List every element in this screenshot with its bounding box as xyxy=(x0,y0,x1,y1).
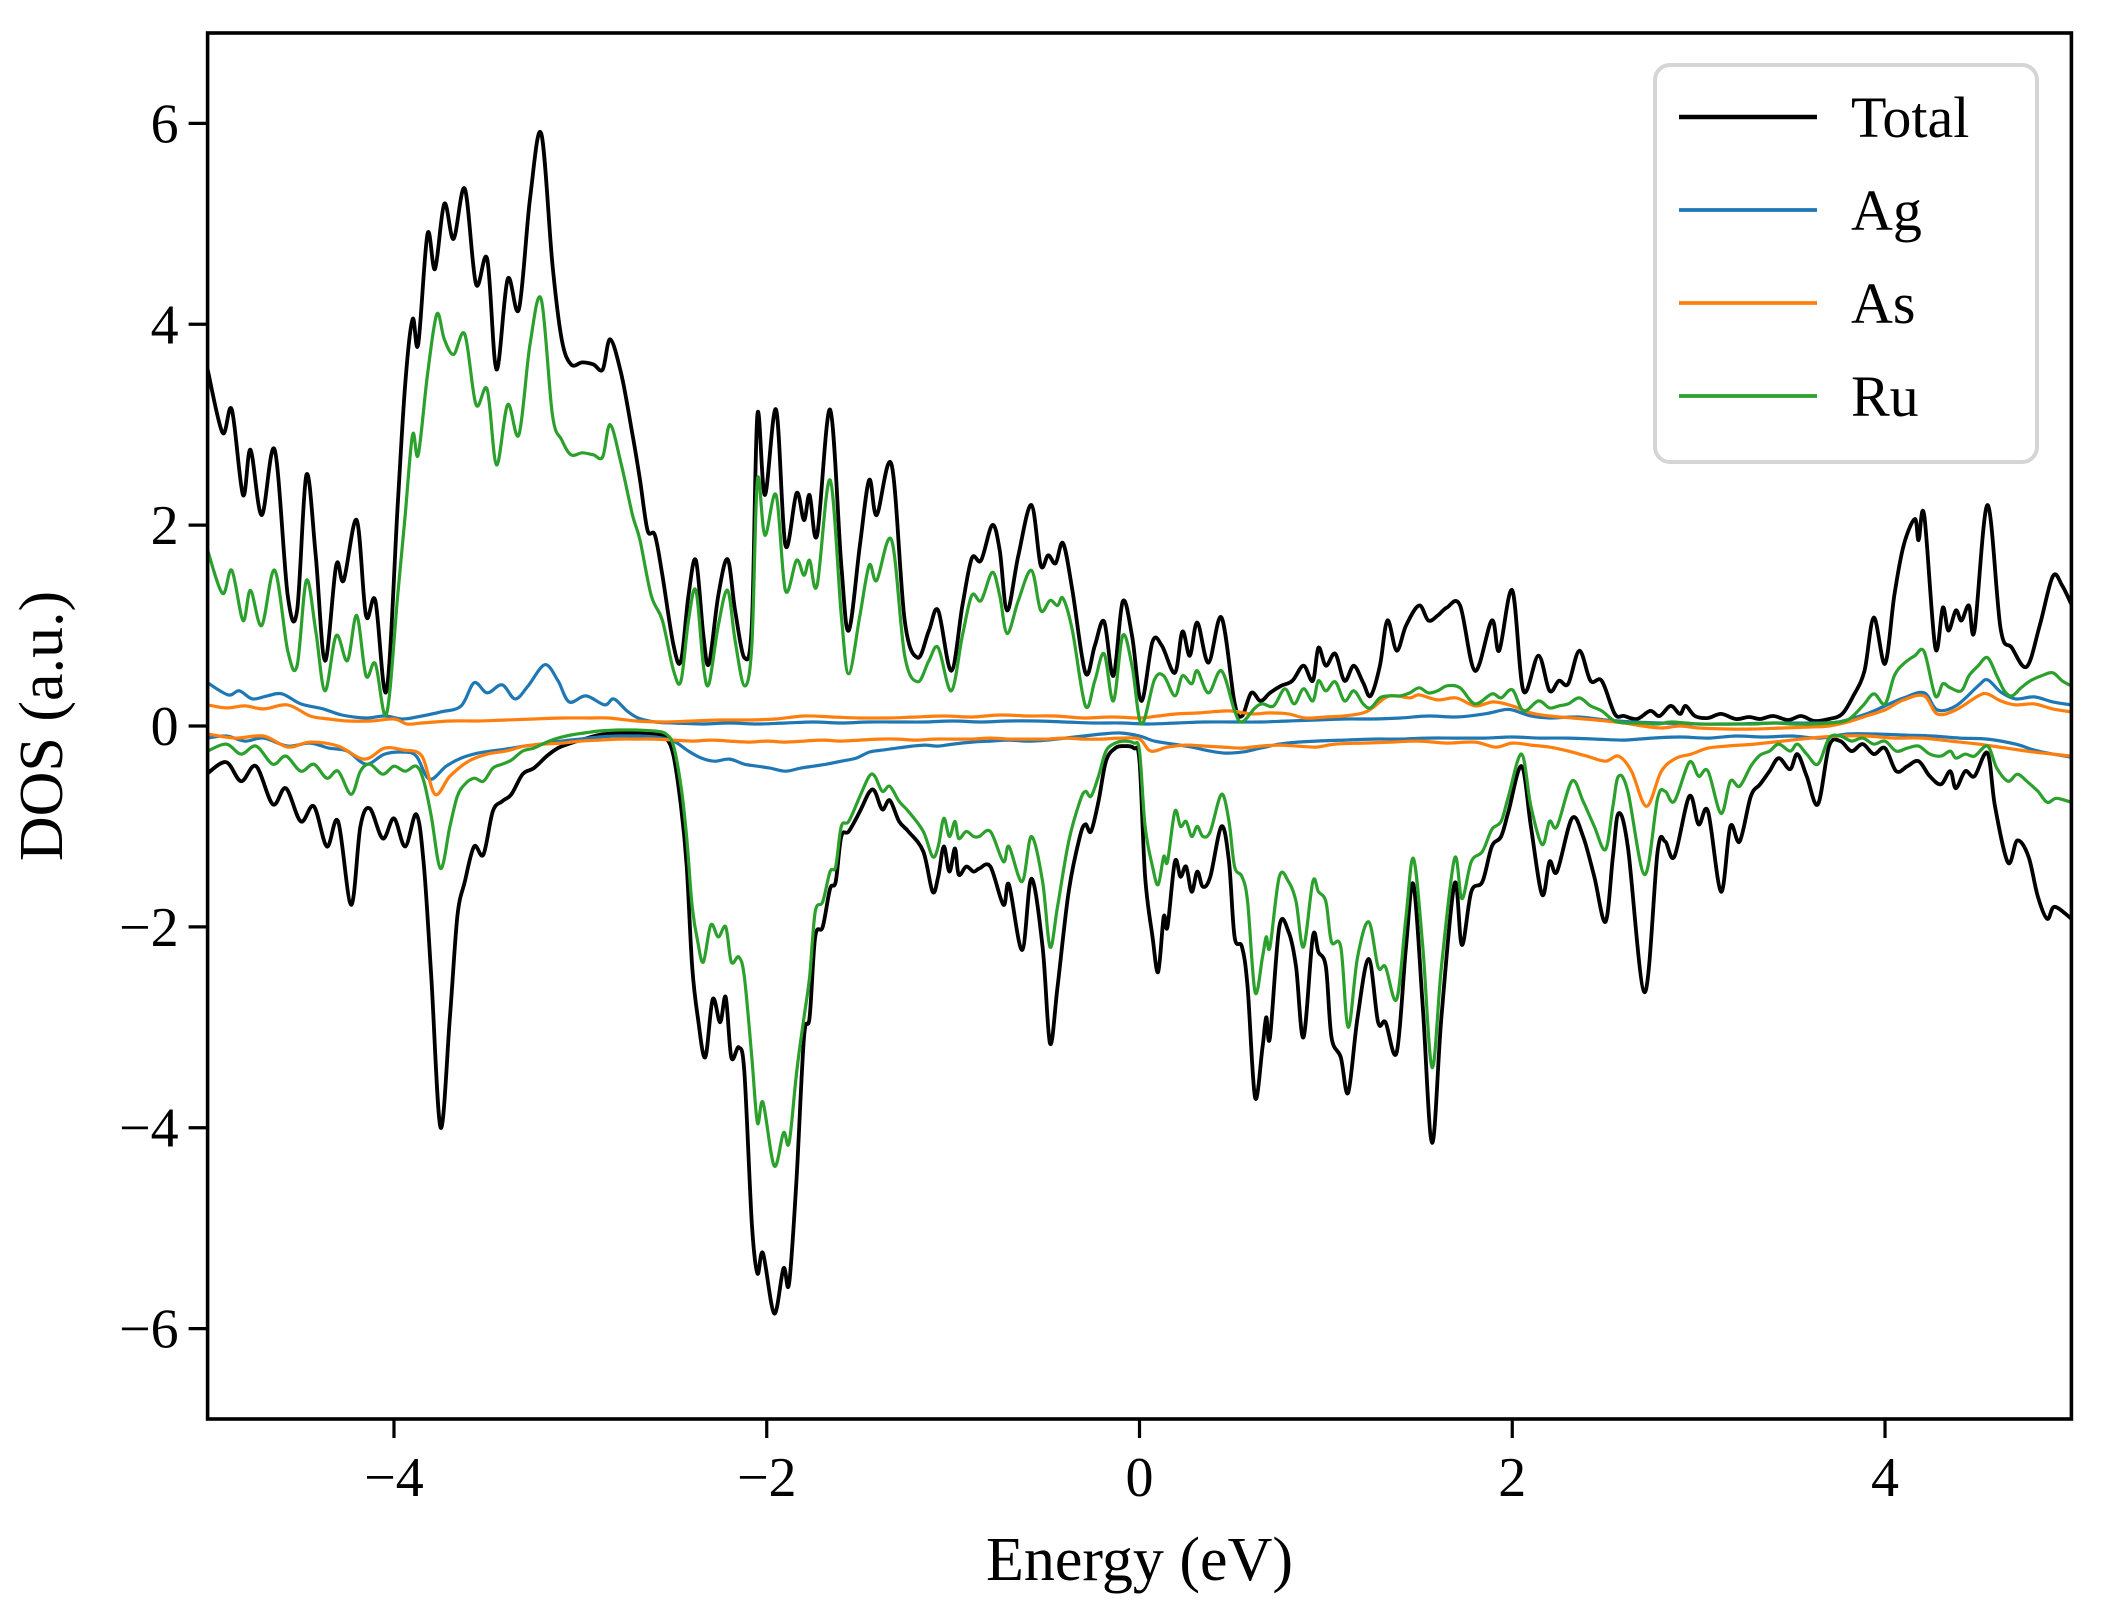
series-group xyxy=(207,129,2072,1316)
x-tick-label: 4 xyxy=(1871,1447,1899,1509)
y-tick-label: 2 xyxy=(151,495,179,557)
legend-label-ag: Ag xyxy=(1851,178,1922,243)
x-tick-label: 2 xyxy=(1498,1447,1526,1509)
x-tick-label: −4 xyxy=(364,1447,424,1509)
y-tick-label: 0 xyxy=(151,696,179,758)
y-tick-label: 6 xyxy=(151,93,179,155)
series-as-spin-up-line xyxy=(207,691,2072,731)
y-tick-label: 4 xyxy=(151,294,179,356)
legend-box xyxy=(1653,63,2039,464)
series-ru-spin-down-line xyxy=(207,728,2072,1168)
legend-label-ru: Ru xyxy=(1851,364,1919,429)
legend-label-as: As xyxy=(1851,271,1915,336)
x-axis-label: Energy (eV) xyxy=(986,1526,1293,1594)
y-tick-label: −4 xyxy=(119,1098,179,1160)
x-tick-label: 0 xyxy=(1126,1447,1154,1509)
series-ru-spin-up-line xyxy=(207,295,2072,726)
y-tick-label: −2 xyxy=(119,897,179,959)
x-tick-label: −2 xyxy=(737,1447,797,1509)
series-total-spin-up-line xyxy=(207,129,2072,724)
series-ag-spin-down-line xyxy=(207,731,2072,781)
axes-spines xyxy=(205,31,2074,1421)
legend-label-total: Total xyxy=(1851,85,1969,150)
y-tick-label: −6 xyxy=(119,1299,179,1361)
series-as-spin-down-line xyxy=(207,732,2072,808)
y-axis-label: DOS (a.u.) xyxy=(8,591,76,861)
